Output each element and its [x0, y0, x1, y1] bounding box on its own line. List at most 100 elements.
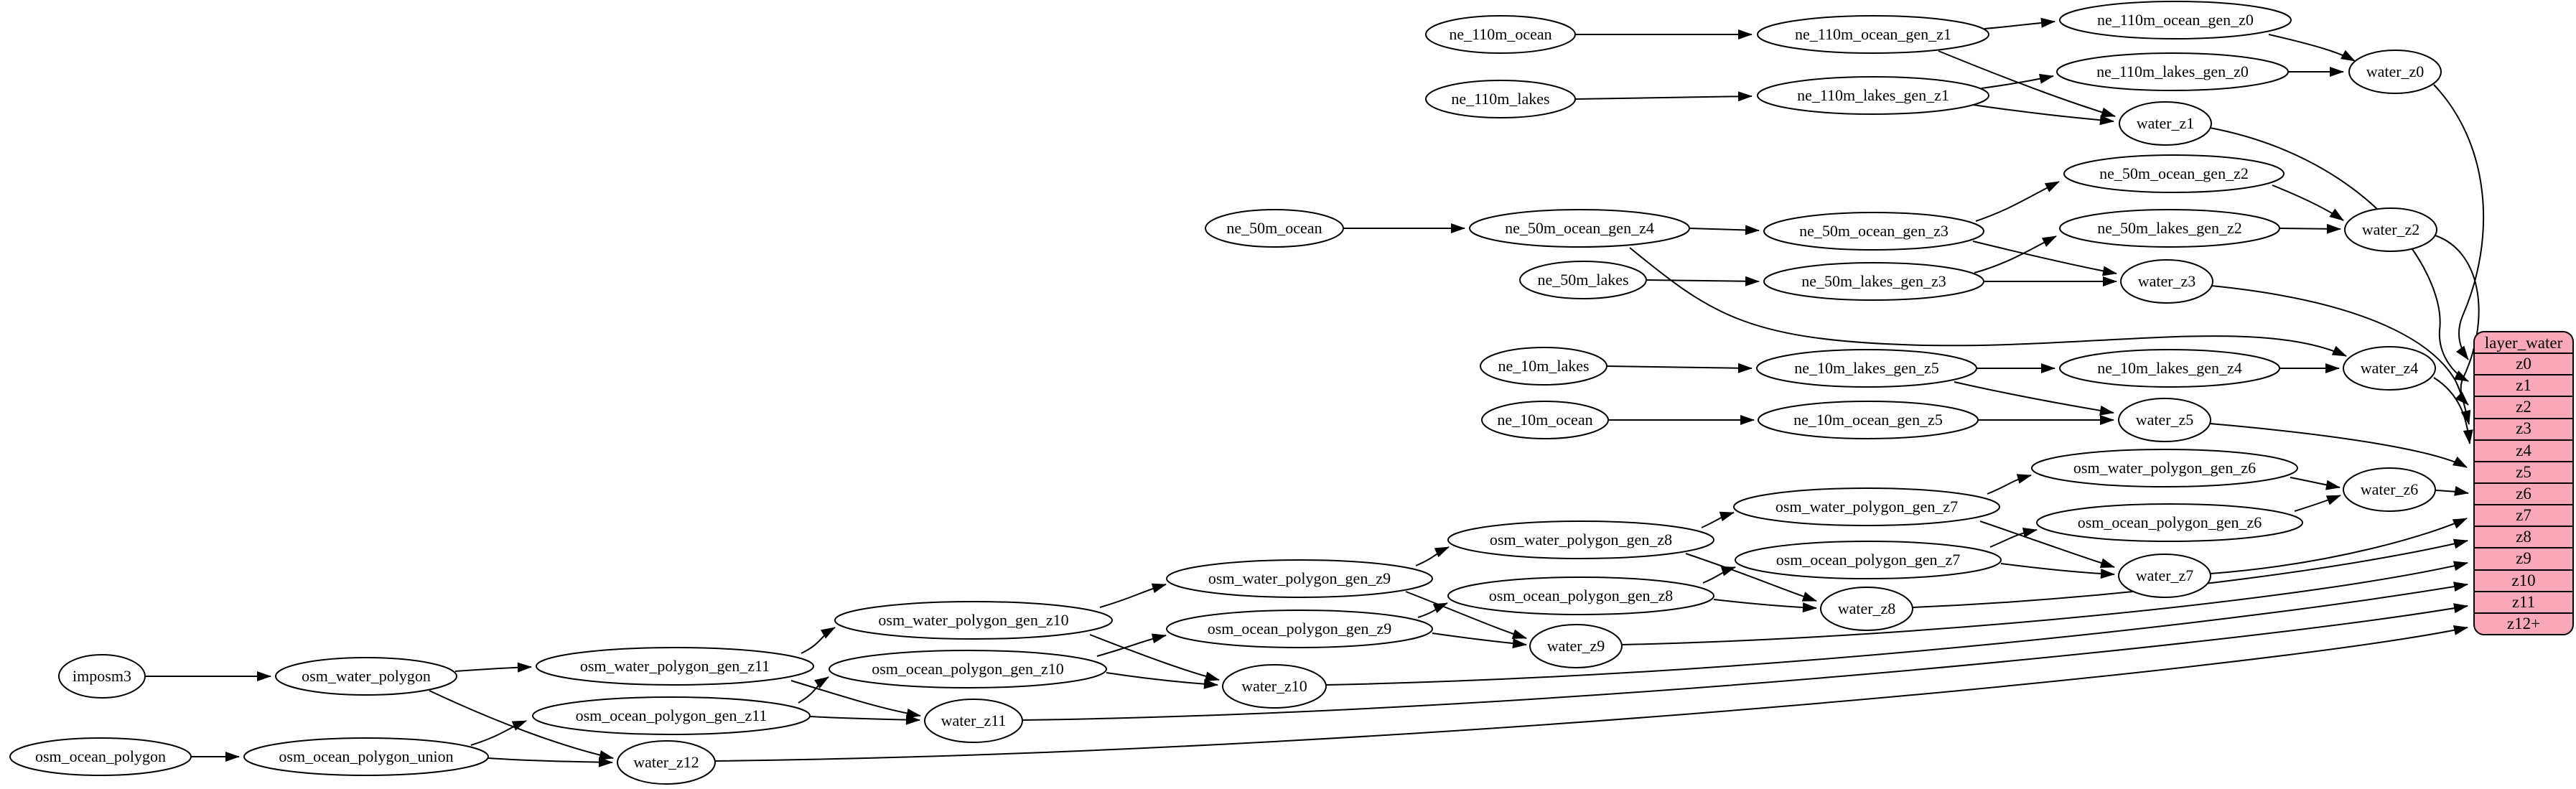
node-label: ne_110m_ocean: [1449, 25, 1551, 43]
edge-water_z1-to-layer_water-z1: [2209, 127, 2469, 382]
node-label: ne_110m_lakes_gen_z1: [1797, 86, 1949, 104]
edge-osm_ocean_polygon_gen_z10-to-water_z10: [1106, 672, 1218, 689]
node-ellipse: [1733, 487, 2000, 526]
node-ellipse: [2343, 467, 2436, 512]
node-label: water_z9: [1547, 637, 1605, 655]
table-row-z2: z2: [2516, 398, 2531, 416]
table-title: layer_water: [2485, 334, 2563, 352]
node-label: osm_ocean_polygon_gen_z9: [1208, 620, 1392, 638]
node-osm_water_polygon_gen_z11: osm_water_polygon_gen_z11: [536, 647, 814, 686]
edge-osm_water_polygon-to-osm_water_polygon_gen_z11: [454, 662, 532, 673]
node-label: ne_110m_lakes: [1451, 90, 1549, 108]
edge-osm_ocean_polygon_gen_z10-to-osm_ocean_polygon_gen_z9: [1096, 633, 1167, 657]
edge-water_z6-to-layer_water-z6: [2435, 485, 2469, 496]
edge-water_z5-to-layer_water-z5: [2209, 423, 2468, 468]
node-ellipse: [834, 601, 1113, 640]
node-osm_water_polygon_gen_z9: osm_water_polygon_gen_z9: [1166, 559, 1433, 598]
node-label: water_z3: [2138, 272, 2196, 290]
edge-osm_water_polygon_gen_z7-to-water_z7: [1979, 520, 2115, 569]
table-row-z3: z3: [2516, 419, 2531, 437]
node-ne_50m_lakes_gen_z3: ne_50m_lakes_gen_z3: [1763, 262, 1984, 301]
node-water_z2: water_z2: [2344, 207, 2437, 252]
edge-ne_110m_lakes-to-ne_110m_lakes_gen_z1: [1574, 91, 1753, 102]
node-osm_ocean_polygon_union: osm_ocean_polygon_union: [243, 737, 489, 776]
node-ellipse: [924, 699, 1023, 743]
node-label: water_z5: [2136, 411, 2194, 429]
node-ne_10m_lakes: ne_10m_lakes: [1480, 347, 1607, 386]
node-label: ne_10m_lakes_gen_z5: [1794, 359, 1939, 377]
node-ellipse: [9, 737, 192, 776]
edge-osm_ocean_polygon_gen_z9-to-osm_ocean_polygon_gen_z8: [1417, 602, 1448, 618]
table-row-z12plus: z12+: [2507, 615, 2540, 632]
node-ellipse: [1756, 349, 1977, 388]
node-ellipse: [2343, 346, 2436, 391]
edge-osm_ocean_polygon_gen_z9-to-water_z9: [1432, 632, 1527, 649]
node-label: ne_50m_ocean_gen_z4: [1505, 219, 1654, 237]
edge-osm_water_polygon_gen_z8-to-osm_water_polygon_gen_z7: [1701, 511, 1735, 528]
table-row-z1: z1: [2516, 376, 2531, 394]
edge-water_z10-to-layer_water-z10: [1325, 582, 2468, 686]
edge-ne_110m_ocean_gen_z0-to-water_z0: [2268, 34, 2356, 62]
node-water_z6: water_z6: [2343, 467, 2436, 512]
node-osm_ocean_polygon_gen_z11: osm_ocean_polygon_gen_z11: [532, 696, 811, 735]
node-ne_50m_lakes_gen_z2: ne_50m_lakes_gen_z2: [2059, 209, 2280, 248]
node-label: osm_water_polygon_gen_z6: [2073, 459, 2256, 477]
node-ellipse: [532, 696, 811, 735]
edge-osm_ocean_polygon_gen_z8-to-water_z8: [1713, 599, 1817, 613]
node-water_z0: water_z0: [2348, 50, 2442, 94]
node-osm_ocean_polygon_gen_z6: osm_ocean_polygon_gen_z6: [2036, 503, 2303, 542]
edge-osm_ocean_polygon_gen_z7-to-osm_ocean_polygon_gen_z6: [1989, 527, 2038, 548]
table-row-z4: z4: [2516, 442, 2531, 459]
edge-water_z3-to-layer_water-z3: [2211, 285, 2471, 425]
node-ellipse: [829, 650, 1107, 688]
node-ellipse: [243, 737, 489, 776]
table-row-z0: z0: [2516, 355, 2531, 373]
node-ne_50m_ocean_gen_z4: ne_50m_ocean_gen_z4: [1469, 209, 1690, 248]
node-label: ne_10m_ocean: [1497, 411, 1592, 429]
node-osm_water_polygon_gen_z6: osm_water_polygon_gen_z6: [2031, 449, 2298, 487]
node-ellipse: [58, 654, 146, 699]
edge-osm_ocean_polygon_gen_z11-to-osm_ocean_polygon_gen_z10: [798, 676, 829, 704]
node-ellipse: [2119, 101, 2212, 146]
node-label: water_z10: [1241, 677, 1307, 695]
edge-ne_50m_ocean_gen_z4-to-water_z4: [1629, 247, 2347, 357]
node-label: osm_ocean_polygon_gen_z11: [576, 706, 767, 724]
edge-ne_10m_lakes-to-ne_10m_lakes_gen_z5: [1606, 363, 1753, 373]
node-ellipse: [2118, 398, 2211, 442]
node-label: water_z11: [941, 711, 1007, 729]
node-ellipse: [1447, 520, 1714, 559]
node-ellipse: [1820, 587, 1913, 631]
table-row-z6: z6: [2516, 485, 2531, 503]
node-ellipse: [2056, 52, 2289, 91]
edge-osm_water_polygon_gen_z11-to-water_z11: [790, 680, 921, 719]
node-ne_50m_ocean: ne_50m_ocean: [1205, 209, 1344, 248]
node-label: ne_10m_lakes: [1498, 357, 1589, 375]
node-ellipse: [2031, 449, 2298, 487]
node-ellipse: [275, 657, 457, 696]
node-ne_10m_lakes_gen_z4: ne_10m_lakes_gen_z4: [2059, 349, 2280, 388]
node-ellipse: [1529, 624, 1623, 668]
node-ne_50m_ocean_gen_z3: ne_50m_ocean_gen_z3: [1763, 212, 1984, 251]
node-label: ne_110m_lakes_gen_z0: [2096, 62, 2249, 80]
edge-osm_water_polygon_gen_z7-to-osm_water_polygon_gen_z6: [1987, 474, 2032, 495]
node-ellipse: [617, 740, 716, 785]
node-label: osm_water_polygon: [302, 667, 431, 685]
node-label: osm_water_polygon_gen_z8: [1490, 531, 1672, 548]
node-label: ne_10m_ocean_gen_z5: [1793, 411, 1943, 429]
edge-ne_50m_lakes-to-ne_50m_lakes_gen_z3: [1646, 276, 1760, 286]
node-ellipse: [2348, 50, 2442, 94]
edge-water_z8-to-layer_water-z8: [1912, 538, 2468, 608]
node-osm_ocean_polygon: osm_ocean_polygon: [9, 737, 192, 776]
edges: [145, 17, 2485, 767]
edge-ne_50m_lakes_gen_z2-to-water_z2: [2279, 223, 2341, 234]
edge-water_z4-to-layer_water-z4: [2433, 377, 2473, 444]
node-ellipse: [1519, 261, 1647, 299]
node-water_z5: water_z5: [2118, 398, 2211, 442]
edge-water_z12-to-layer_water-z12plus: [714, 625, 2468, 762]
edge-water_z2-to-layer_water-z2: [2435, 235, 2480, 406]
node-ellipse: [2344, 207, 2437, 252]
node-label: ne_50m_ocean: [1226, 219, 1322, 237]
node-osm_water_polygon: osm_water_polygon: [275, 657, 457, 696]
node-label: osm_ocean_polygon: [35, 747, 166, 765]
node-label: water_z4: [2361, 359, 2419, 377]
